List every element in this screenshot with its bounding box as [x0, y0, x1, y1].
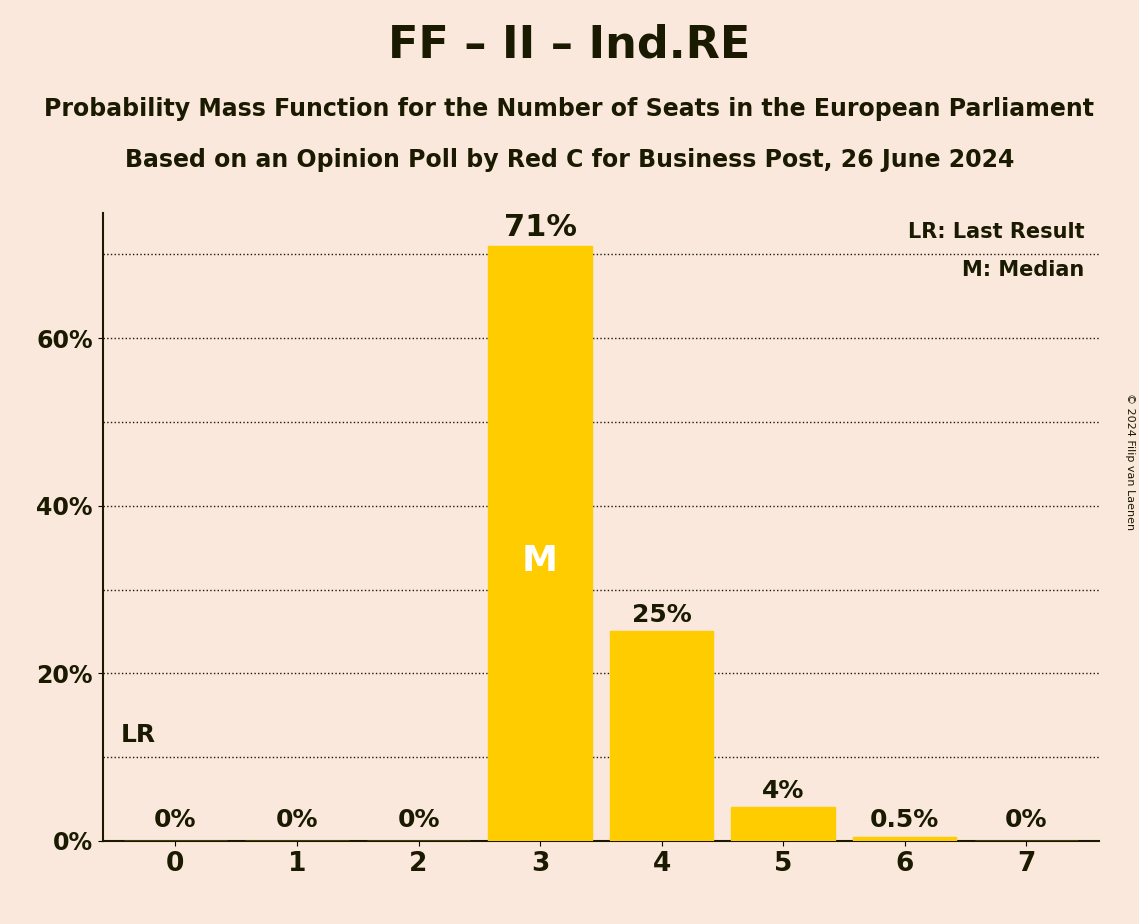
Text: M: Median: M: Median: [962, 260, 1084, 280]
Text: 4%: 4%: [762, 779, 804, 803]
Bar: [731, 808, 835, 841]
Text: 0%: 0%: [276, 808, 318, 833]
Text: Based on an Opinion Poll by Red C for Business Post, 26 June 2024: Based on an Opinion Poll by Red C for Bu…: [125, 148, 1014, 172]
Bar: [489, 246, 591, 841]
Text: 71%: 71%: [503, 213, 576, 242]
Bar: [853, 836, 957, 841]
Text: LR: Last Result: LR: Last Result: [908, 222, 1084, 242]
Bar: [611, 631, 713, 841]
Text: Probability Mass Function for the Number of Seats in the European Parliament: Probability Mass Function for the Number…: [44, 97, 1095, 121]
Text: 0%: 0%: [154, 808, 197, 833]
Text: 0.5%: 0.5%: [870, 808, 940, 833]
Text: LR: LR: [121, 723, 156, 747]
Text: © 2024 Filip van Laenen: © 2024 Filip van Laenen: [1125, 394, 1134, 530]
Text: 0%: 0%: [398, 808, 440, 833]
Text: M: M: [522, 544, 558, 578]
Text: 0%: 0%: [1005, 808, 1048, 833]
Text: FF – II – Ind.RE: FF – II – Ind.RE: [388, 23, 751, 67]
Text: 25%: 25%: [632, 603, 691, 627]
